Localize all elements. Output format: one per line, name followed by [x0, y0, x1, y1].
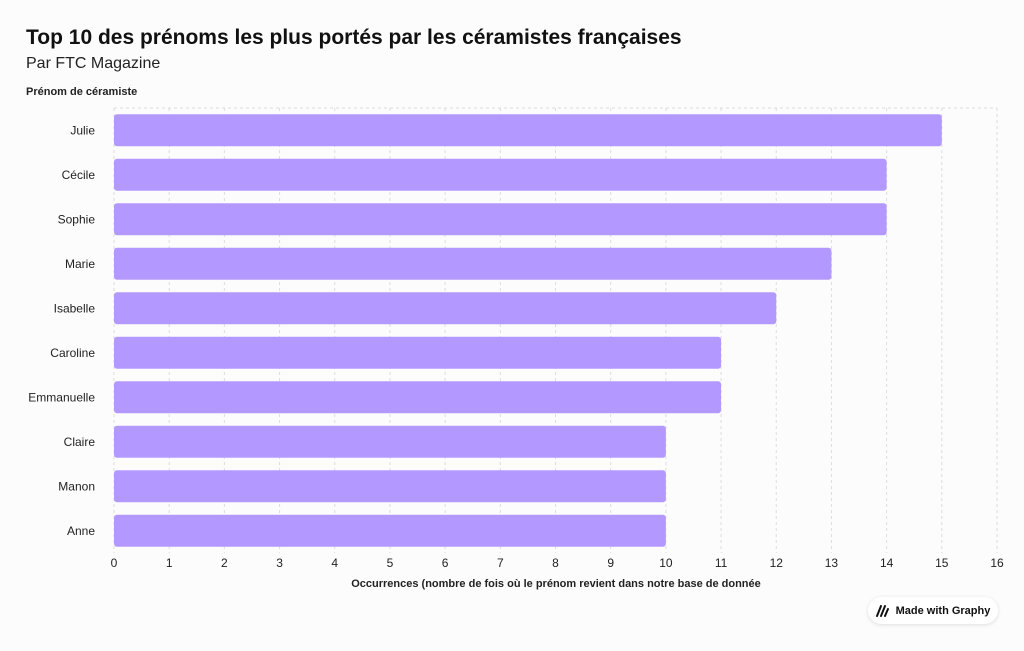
bar-emmanuelle[interactable]: [114, 381, 722, 414]
x-tick-label: 1: [166, 556, 173, 570]
category-label: Emmanuelle: [28, 390, 95, 404]
category-label: Sophie: [58, 212, 96, 226]
bar-julie[interactable]: [114, 114, 942, 147]
bar-marie[interactable]: [114, 247, 832, 280]
graphy-logo-icon: [875, 604, 889, 617]
bars: [114, 114, 942, 547]
category-label: Manon: [58, 479, 95, 493]
badge-label: Made with Graphy: [895, 604, 991, 617]
x-tick-label: 7: [497, 556, 504, 570]
x-tick-label: 11: [715, 556, 728, 570]
bar-isabelle[interactable]: [114, 292, 777, 325]
category-label: Anne: [67, 524, 95, 538]
y-axis-label: Prénom de céramiste: [26, 86, 138, 98]
category-label: Julie: [70, 123, 95, 137]
category-label: Isabelle: [54, 301, 96, 315]
x-tick-label: 8: [552, 556, 559, 570]
x-tick-label: 14: [880, 556, 894, 570]
x-tick-label: 3: [276, 556, 283, 570]
bar-caroline[interactable]: [114, 336, 722, 369]
x-tick-label: 0: [111, 556, 118, 570]
made-with-graphy-badge[interactable]: Made with Graphy: [868, 597, 998, 624]
category-label: Cécile: [62, 168, 96, 182]
bar-manon[interactable]: [114, 470, 666, 503]
x-tick-label: 6: [442, 556, 449, 570]
x-axis-label: Occurrences (nombre de fois où le prénom…: [351, 578, 761, 590]
x-tick-label: 13: [825, 556, 839, 570]
x-tick-labels: 0 1 2 3 4 5 6 7 8 9 10 11 12 13 14 15 16: [111, 556, 1004, 570]
chart-title: Top 10 des prénoms les plus portés par l…: [26, 26, 682, 49]
x-tick-label: 9: [607, 556, 614, 570]
category-labels: Julie Cécile Sophie Marie Isabelle Caroline Em…: [28, 123, 95, 538]
category-label: Caroline: [50, 346, 95, 360]
chart-subtitle: Par FTC Magazine: [26, 55, 161, 72]
category-label: Claire: [64, 435, 96, 449]
x-tick-label: 12: [770, 556, 784, 570]
bar-sophie[interactable]: [114, 203, 887, 236]
x-tick-label: 5: [387, 556, 394, 570]
category-label: Marie: [65, 257, 95, 271]
x-tick-label: 4: [331, 556, 338, 570]
bar-anne[interactable]: [114, 514, 666, 547]
x-tick-label: 16: [990, 556, 1004, 570]
x-tick-label: 2: [221, 556, 228, 570]
x-tick-label: 10: [659, 556, 673, 570]
bar-cécile[interactable]: [114, 158, 887, 191]
x-tick-label: 15: [935, 556, 949, 570]
bar-claire[interactable]: [114, 425, 666, 458]
